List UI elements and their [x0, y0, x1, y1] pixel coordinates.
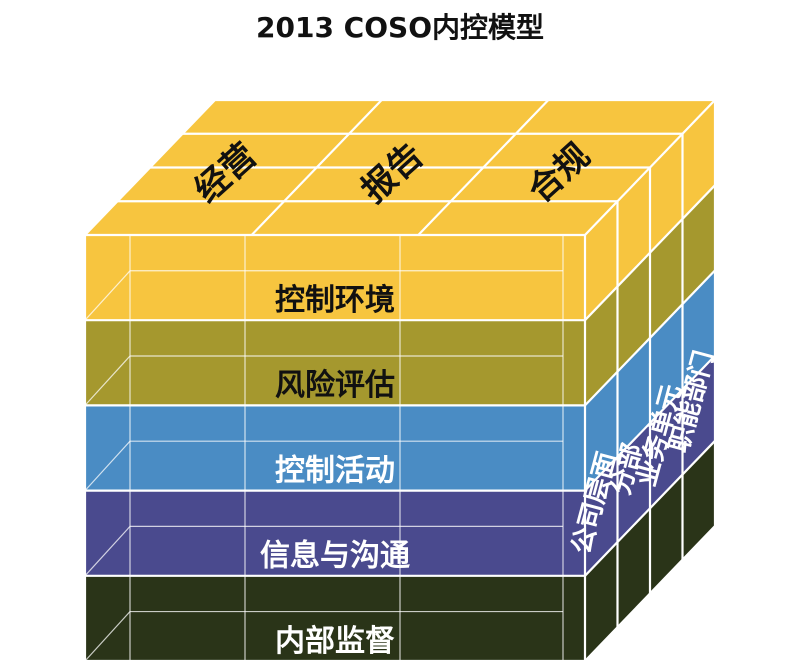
front-band — [85, 320, 585, 406]
component-label: 内部监督 — [275, 624, 395, 659]
diagram-title: 2013 COSO内控模型 — [256, 11, 544, 44]
component-label: 信息与沟通 — [260, 539, 410, 574]
front-band — [85, 235, 585, 321]
front-band — [85, 490, 585, 576]
component-label: 控制活动 — [275, 453, 395, 488]
front-band — [85, 575, 585, 661]
component-label: 控制环境 — [275, 283, 395, 318]
cube-gridlines — [83, 98, 717, 661]
component-label: 风险评估 — [275, 368, 395, 403]
front-band — [85, 405, 585, 491]
